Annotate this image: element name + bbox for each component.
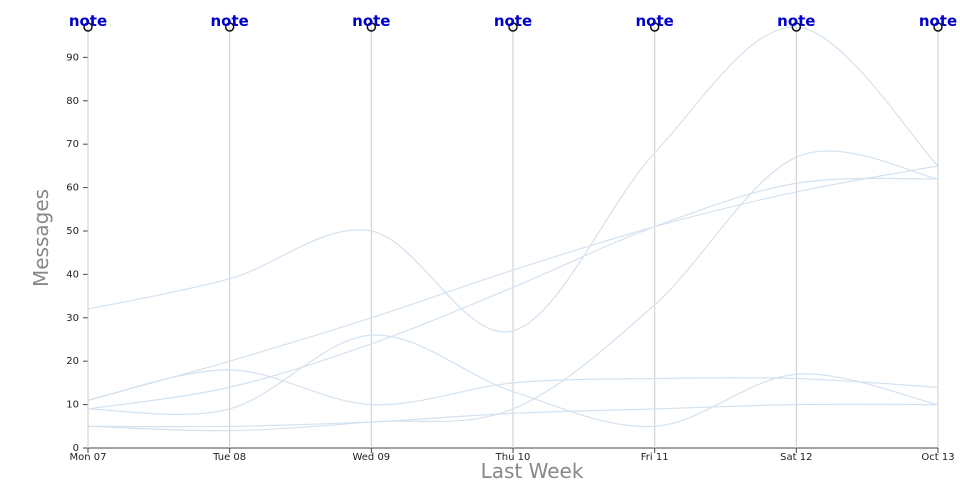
y-tick-label: 10 [66, 400, 79, 411]
y-tick-label: 20 [66, 356, 79, 367]
x-axis-title: Last Week [481, 459, 584, 483]
note-marker [791, 22, 802, 32]
note: note [636, 12, 674, 30]
y-tick-label: 0 [73, 443, 79, 454]
note-marker [649, 22, 660, 32]
y-tick-label: 70 [66, 139, 79, 150]
x-tick-label: Thu 10 [495, 452, 531, 463]
note: note [919, 12, 957, 30]
y-tick-label: 90 [66, 52, 79, 63]
x-tick-label: Mon 07 [70, 452, 107, 463]
series-line [87, 150, 939, 432]
y-tick-label: 40 [66, 269, 79, 280]
series-line [87, 26, 939, 333]
note: note [69, 12, 107, 30]
y-axis-title: Messages [29, 189, 53, 287]
x-tick-label: Fri 11 [641, 452, 669, 463]
x-tick-label: Sat 12 [780, 452, 812, 463]
y-tick-label: 50 [66, 226, 79, 237]
note-marker [224, 22, 235, 32]
note: note [777, 12, 815, 30]
series-line [87, 165, 939, 401]
series-line [87, 334, 939, 428]
note-marker [508, 22, 518, 32]
y-tick-label: 60 [66, 183, 79, 194]
y-tick-label: 80 [66, 96, 79, 107]
note-marker [366, 22, 377, 32]
note-marker [933, 22, 943, 32]
note-marker [83, 22, 93, 32]
x-tick-label: Oct 13 [921, 452, 954, 463]
series-line [87, 369, 939, 406]
series-line [87, 177, 939, 410]
note: note [494, 12, 532, 30]
note: note [211, 12, 249, 30]
x-tick-label: Tue 08 [212, 452, 246, 463]
x-tick-label: Wed 09 [352, 452, 390, 463]
series-line [87, 403, 939, 428]
y-tick-label: 30 [66, 313, 79, 324]
note: note [352, 12, 390, 30]
